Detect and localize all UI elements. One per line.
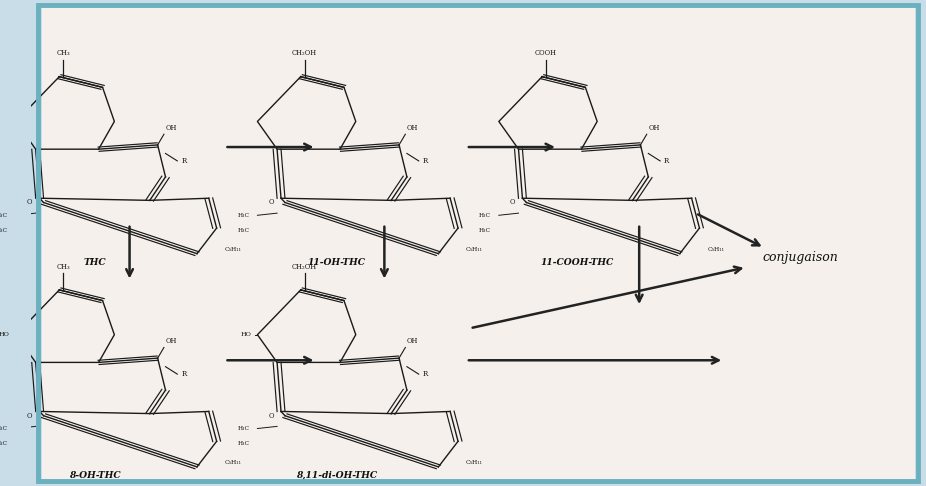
Text: R: R bbox=[422, 370, 428, 378]
Text: COOH: COOH bbox=[535, 50, 557, 57]
Text: H₃C: H₃C bbox=[238, 228, 249, 233]
Text: O: O bbox=[510, 198, 516, 207]
Text: R: R bbox=[181, 370, 186, 378]
Text: HO: HO bbox=[0, 332, 9, 337]
Text: H₃C: H₃C bbox=[479, 213, 491, 218]
Text: C₅H₁₁: C₅H₁₁ bbox=[466, 247, 483, 252]
Text: 11-OH-THC: 11-OH-THC bbox=[307, 258, 365, 267]
Text: H₃C: H₃C bbox=[238, 213, 249, 218]
Text: HO: HO bbox=[240, 332, 251, 337]
Text: R: R bbox=[181, 157, 186, 165]
Text: C₅H₁₁: C₅H₁₁ bbox=[707, 247, 724, 252]
Text: R: R bbox=[422, 157, 428, 165]
Text: THC: THC bbox=[83, 258, 106, 267]
Text: H₃C: H₃C bbox=[0, 441, 8, 446]
Text: H₃C: H₃C bbox=[0, 213, 8, 218]
Text: H₃C: H₃C bbox=[0, 426, 8, 431]
Text: OH: OH bbox=[166, 124, 177, 132]
Text: H₃C: H₃C bbox=[0, 228, 8, 233]
FancyBboxPatch shape bbox=[42, 6, 915, 480]
Text: H₃C: H₃C bbox=[479, 228, 491, 233]
Text: H₃C: H₃C bbox=[238, 441, 249, 446]
Text: OH: OH bbox=[166, 337, 177, 346]
Text: C₅H₁₁: C₅H₁₁ bbox=[224, 460, 242, 465]
Text: 11-COOH-THC: 11-COOH-THC bbox=[541, 258, 614, 267]
Text: 8,11-di-OH-THC: 8,11-di-OH-THC bbox=[295, 471, 377, 480]
Text: C₅H₁₁: C₅H₁₁ bbox=[466, 460, 483, 465]
Text: C₅H₁₁: C₅H₁₁ bbox=[224, 247, 242, 252]
Text: H₃C: H₃C bbox=[238, 426, 249, 431]
Text: CH₂OH: CH₂OH bbox=[292, 50, 318, 57]
Text: conjugaison: conjugaison bbox=[762, 251, 838, 264]
Text: OH: OH bbox=[407, 124, 419, 132]
Text: R: R bbox=[664, 157, 669, 165]
Text: O: O bbox=[269, 412, 274, 420]
Text: CH₂OH: CH₂OH bbox=[292, 263, 318, 271]
Text: OH: OH bbox=[407, 337, 419, 346]
Text: OH: OH bbox=[648, 124, 659, 132]
Text: O: O bbox=[27, 198, 32, 207]
Text: O: O bbox=[27, 412, 32, 420]
Text: 8-OH-THC: 8-OH-THC bbox=[69, 471, 120, 480]
Text: CH₃: CH₃ bbox=[56, 50, 70, 57]
Text: O: O bbox=[269, 198, 274, 207]
Text: CH₃: CH₃ bbox=[56, 263, 70, 271]
